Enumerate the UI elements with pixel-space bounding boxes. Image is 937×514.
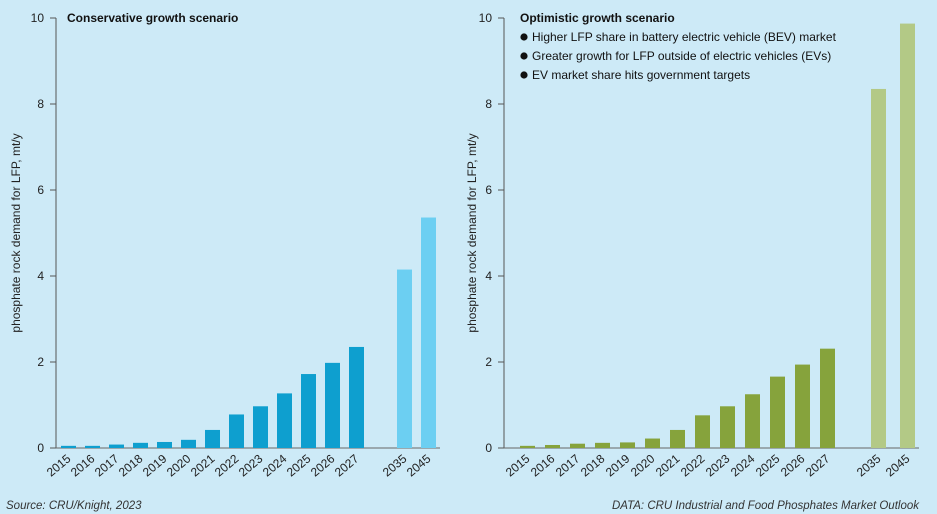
x-tick-label: 2021 <box>188 451 218 479</box>
x-tick-label: 2024 <box>728 451 758 479</box>
x-tick-label: 2027 <box>803 451 833 479</box>
x-tick-label: 2035 <box>854 451 884 479</box>
bar-2015 <box>61 445 76 448</box>
x-tick-label: 2023 <box>703 451 733 479</box>
x-tick-label: 2023 <box>236 451 266 479</box>
bar-2015 <box>520 445 535 448</box>
bar-2027 <box>820 348 835 448</box>
x-tick-label: 2026 <box>778 451 808 479</box>
x-tick-label: 2025 <box>284 451 314 479</box>
x-tick-label: 2045 <box>883 451 913 479</box>
bar-2035 <box>397 269 412 448</box>
bar-2027 <box>349 346 364 448</box>
bar-2018 <box>133 442 148 448</box>
chart-title: Conservative growth scenario <box>67 11 238 25</box>
bar-2020 <box>181 439 196 448</box>
y-tick-label: 2 <box>485 355 492 369</box>
annotation-bullet: Greater growth for LFP outside of electr… <box>532 49 831 63</box>
annotation-bullet: EV market share hits government targets <box>532 68 750 82</box>
x-tick-label: 2017 <box>92 451 122 479</box>
x-tick-label: 2021 <box>653 451 683 479</box>
bar-2019 <box>620 442 635 448</box>
x-tick-label: 2016 <box>68 451 98 479</box>
y-tick-label: 0 <box>485 441 492 455</box>
bar-2017 <box>570 443 585 448</box>
y-axis-label: phosphate rock demand for LFP, mt/y <box>9 133 23 332</box>
bar-2021 <box>205 429 220 448</box>
bar-2016 <box>545 444 560 448</box>
bar-2019 <box>157 441 172 448</box>
bar-2021 <box>670 429 685 448</box>
y-axis-label: phosphate rock demand for LFP, mt/y <box>465 133 479 332</box>
bar-2022 <box>229 414 244 448</box>
y-tick-label: 6 <box>37 183 44 197</box>
x-tick-label: 2020 <box>628 451 658 479</box>
y-tick-label: 0 <box>37 441 44 455</box>
bullet-icon <box>520 33 528 41</box>
bar-2024 <box>277 393 292 448</box>
x-tick-label: 2019 <box>603 451 633 479</box>
chart-title: Optimistic growth scenario <box>520 11 675 25</box>
bar-2016 <box>85 445 100 448</box>
bar-2045 <box>900 23 915 449</box>
y-tick-label: 2 <box>37 355 44 369</box>
y-tick-label: 10 <box>479 11 493 25</box>
x-tick-label: 2020 <box>164 451 194 479</box>
x-tick-label: 2016 <box>528 451 558 479</box>
x-tick-label: 2025 <box>753 451 783 479</box>
bullet-icon <box>520 52 528 60</box>
x-tick-label: 2017 <box>553 451 583 479</box>
y-tick-label: 10 <box>31 11 45 25</box>
bullet-icon <box>520 71 528 79</box>
y-tick-label: 4 <box>37 269 44 283</box>
x-tick-label: 2019 <box>140 451 170 479</box>
x-tick-label: 2015 <box>503 451 533 479</box>
bar-2018 <box>595 442 610 448</box>
x-tick-label: 2027 <box>332 451 362 479</box>
bar-2017 <box>109 444 124 448</box>
x-tick-label: 2022 <box>678 451 708 479</box>
source-note: Source: CRU/Knight, 2023 <box>6 500 142 512</box>
x-tick-label: 2015 <box>44 451 74 479</box>
annotation-bullet: Higher LFP share in battery electric veh… <box>532 30 837 44</box>
bar-2045 <box>421 217 436 448</box>
x-tick-label: 2018 <box>116 451 146 479</box>
y-tick-label: 6 <box>485 183 492 197</box>
x-tick-label: 2045 <box>404 451 434 479</box>
x-tick-label: 2035 <box>380 451 410 479</box>
y-tick-label: 4 <box>485 269 492 283</box>
x-tick-label: 2022 <box>212 451 242 479</box>
x-tick-label: 2024 <box>260 451 290 479</box>
data-note: DATA: CRU Industrial and Food Phosphates… <box>611 500 919 512</box>
y-tick-label: 8 <box>37 97 44 111</box>
y-tick-label: 8 <box>485 97 492 111</box>
bar-2026 <box>795 364 810 448</box>
bar-2024 <box>745 394 760 448</box>
bar-2023 <box>720 406 735 448</box>
bar-2026 <box>325 362 340 448</box>
x-tick-label: 2018 <box>578 451 608 479</box>
x-tick-label: 2026 <box>308 451 338 479</box>
bar-2025 <box>301 374 316 448</box>
bar-2025 <box>770 376 785 448</box>
bar-2020 <box>645 438 660 448</box>
bar-2035 <box>871 88 886 448</box>
bar-2023 <box>253 406 268 448</box>
bar-2022 <box>695 415 710 448</box>
